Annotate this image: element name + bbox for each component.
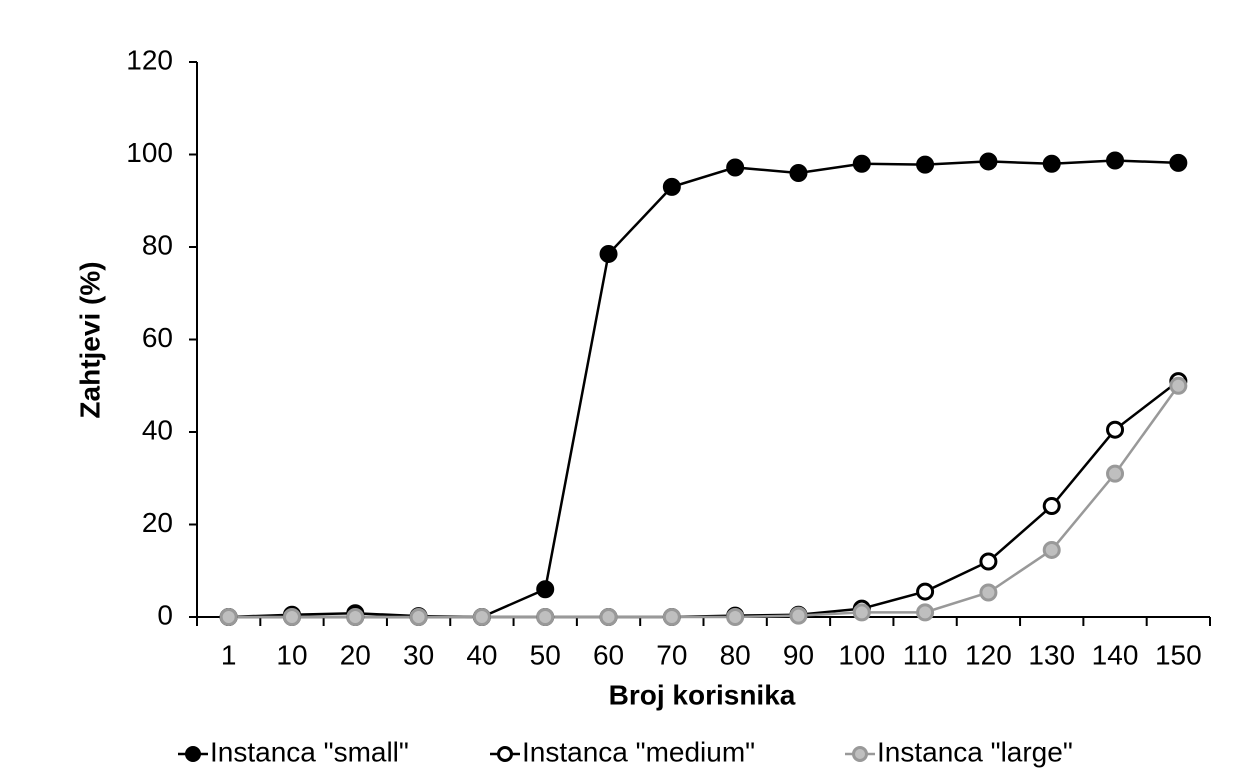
legend-marker [852, 746, 868, 762]
legend-marker [497, 746, 513, 762]
x-tick-label: 20 [340, 639, 371, 670]
data-point [599, 608, 618, 626]
y-tick-label: 100 [126, 137, 173, 168]
legend-label: Instanca "large" [877, 736, 1073, 767]
y-tick-label: 0 [157, 599, 173, 630]
data-point [409, 608, 428, 626]
series-line [228, 385, 1180, 619]
x-tick-label: 120 [965, 639, 1012, 670]
x-tick-label: 50 [530, 639, 561, 670]
data-point [916, 603, 935, 622]
series-line [228, 159, 1179, 619]
data-point [536, 580, 555, 599]
data-point [1106, 464, 1125, 483]
data-point [979, 552, 998, 571]
series-line [228, 380, 1180, 619]
legend-marker [185, 746, 201, 762]
data-point [979, 152, 998, 171]
data-point [1042, 154, 1061, 173]
data-point [1169, 153, 1188, 172]
x-tick-label: 130 [1028, 639, 1075, 670]
x-tick-label: 70 [656, 639, 687, 670]
x-axis-title: Broj korisnika [609, 679, 796, 710]
x-tick-label: 1 [221, 639, 237, 670]
legend-label: Instanca "small" [210, 736, 409, 767]
data-point [282, 608, 301, 626]
x-tick-label: 140 [1092, 639, 1139, 670]
data-point [1042, 540, 1061, 559]
data-point [726, 158, 745, 177]
x-tick-label: 40 [466, 639, 497, 670]
x-tick-label: 30 [403, 639, 434, 670]
y-tick-label: 120 [126, 44, 173, 75]
data-point [852, 603, 871, 622]
data-point [789, 164, 808, 182]
data-point [916, 582, 935, 601]
data-point [472, 608, 491, 626]
data-point [536, 608, 555, 626]
data-point [1169, 376, 1188, 395]
data-point [599, 244, 618, 263]
data-point [726, 608, 745, 626]
data-point [662, 608, 681, 626]
data-point [916, 155, 935, 174]
y-tick-label: 60 [142, 322, 173, 353]
y-tick-label: 40 [142, 414, 173, 445]
legend-label: Instanca "medium" [522, 736, 755, 767]
y-tick-label: 20 [142, 507, 173, 538]
y-tick-label: 80 [142, 229, 173, 260]
data-point [662, 177, 681, 196]
data-point [1106, 151, 1125, 170]
y-axis-title: Zahtjevi (%) [74, 261, 105, 418]
data-point [979, 583, 998, 602]
data-point [789, 606, 808, 625]
data-point [1042, 497, 1061, 515]
x-tick-label: 110 [903, 639, 948, 670]
x-tick-label: 100 [838, 639, 885, 670]
x-tick-label: 150 [1155, 639, 1202, 670]
data-point [346, 608, 365, 626]
data-point [852, 154, 871, 173]
x-tick-label: 60 [593, 639, 624, 670]
data-point [1106, 420, 1125, 439]
x-tick-label: 10 [276, 639, 307, 670]
x-tick-label: 90 [783, 639, 814, 670]
data-point [219, 608, 238, 626]
x-tick-label: 80 [720, 639, 751, 670]
